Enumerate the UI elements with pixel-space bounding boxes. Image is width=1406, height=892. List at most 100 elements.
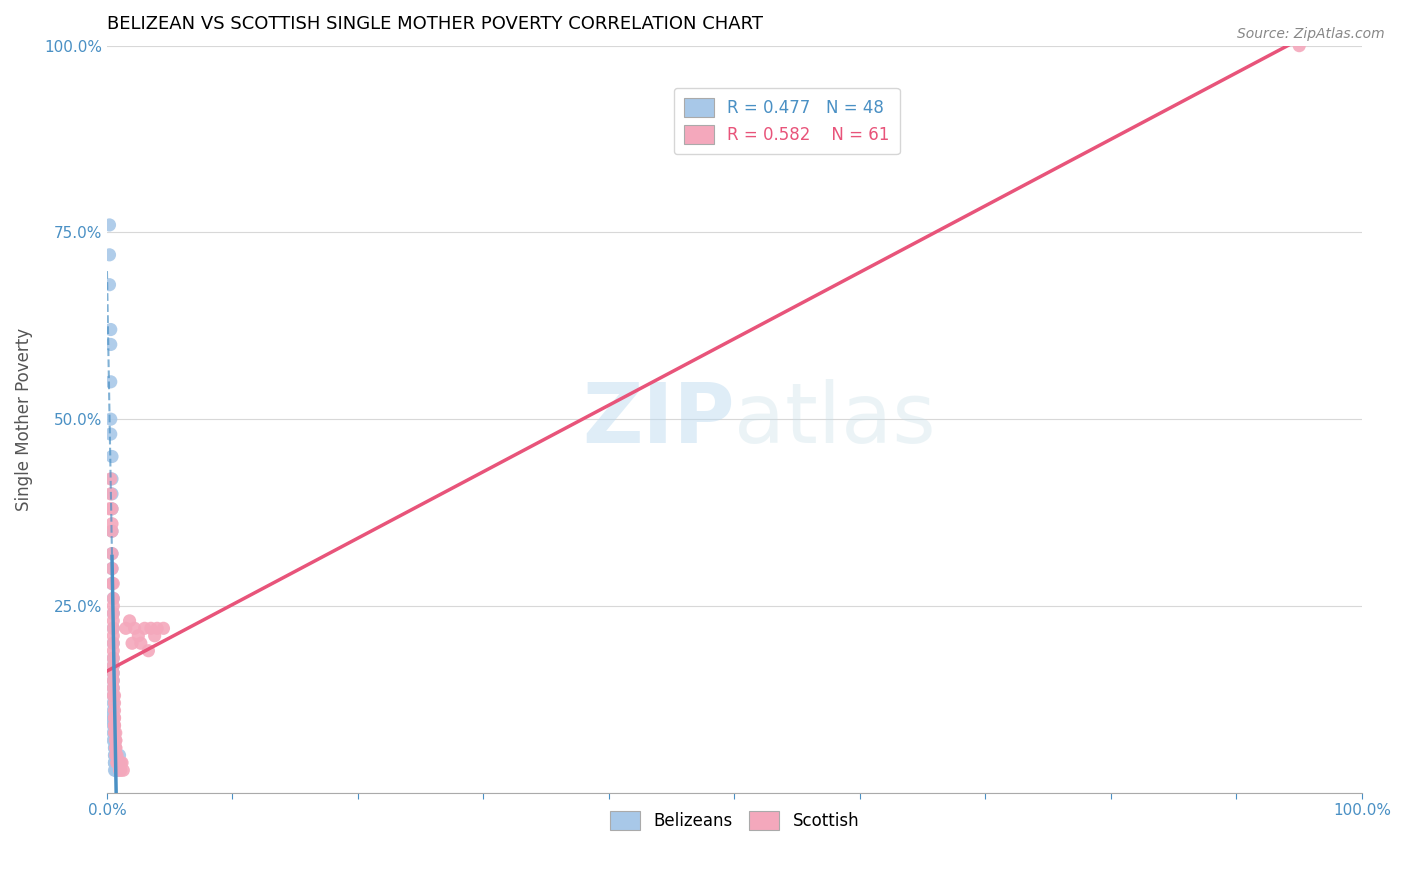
- Point: [101, 472, 124, 486]
- Point: [103, 748, 125, 763]
- Point: [105, 748, 128, 763]
- Point: [101, 516, 124, 531]
- Point: [103, 711, 125, 725]
- Point: [108, 748, 131, 763]
- Point: [103, 740, 125, 755]
- Point: [101, 501, 124, 516]
- Legend: Belizeans, Scottish: Belizeans, Scottish: [603, 804, 866, 837]
- Point: [108, 764, 131, 778]
- Point: [103, 711, 125, 725]
- Text: atlas: atlas: [734, 379, 936, 459]
- Point: [104, 748, 127, 763]
- Point: [110, 756, 132, 770]
- Point: [100, 487, 122, 501]
- Point: [103, 711, 125, 725]
- Point: [103, 636, 125, 650]
- Point: [103, 621, 125, 635]
- Point: [104, 726, 127, 740]
- Point: [129, 636, 152, 650]
- Point: [101, 547, 124, 561]
- Point: [98, 248, 121, 262]
- Point: [103, 607, 125, 621]
- Point: [146, 621, 169, 635]
- Point: [103, 740, 125, 755]
- Point: [103, 689, 125, 703]
- Point: [107, 756, 129, 770]
- Point: [103, 614, 125, 628]
- Point: [143, 629, 166, 643]
- Point: [121, 636, 143, 650]
- Point: [103, 718, 125, 732]
- Point: [105, 756, 128, 770]
- Point: [104, 764, 127, 778]
- Point: [152, 621, 174, 635]
- Point: [105, 756, 128, 770]
- Point: [101, 524, 124, 539]
- Point: [103, 689, 125, 703]
- Point: [103, 658, 125, 673]
- Point: [104, 764, 127, 778]
- Point: [100, 337, 122, 351]
- Point: [101, 561, 124, 575]
- Point: [111, 756, 134, 770]
- Point: [103, 696, 125, 710]
- Point: [103, 704, 125, 718]
- Point: [124, 621, 146, 635]
- Point: [98, 218, 121, 232]
- Point: [101, 487, 124, 501]
- Point: [103, 576, 125, 591]
- Point: [127, 629, 149, 643]
- Point: [138, 644, 160, 658]
- Point: [107, 756, 129, 770]
- Point: [100, 472, 122, 486]
- Point: [103, 748, 125, 763]
- Text: BELIZEAN VS SCOTTISH SINGLE MOTHER POVERTY CORRELATION CHART: BELIZEAN VS SCOTTISH SINGLE MOTHER POVER…: [107, 15, 763, 33]
- Point: [97, 711, 120, 725]
- Point: [103, 651, 125, 665]
- Point: [103, 733, 125, 747]
- Point: [108, 756, 131, 770]
- Point: [103, 651, 125, 665]
- Point: [103, 658, 125, 673]
- Point: [104, 764, 127, 778]
- Point: [112, 764, 135, 778]
- Point: [103, 704, 125, 718]
- Point: [103, 591, 125, 606]
- Point: [103, 718, 125, 732]
- Point: [103, 666, 125, 681]
- Point: [103, 673, 125, 688]
- Point: [103, 629, 125, 643]
- Point: [118, 614, 141, 628]
- Point: [103, 681, 125, 695]
- Point: [103, 756, 125, 770]
- Point: [101, 450, 124, 464]
- Point: [103, 673, 125, 688]
- Point: [103, 666, 125, 681]
- Point: [98, 277, 121, 292]
- Point: [139, 621, 162, 635]
- Text: Source: ZipAtlas.com: Source: ZipAtlas.com: [1237, 27, 1385, 41]
- Point: [101, 547, 124, 561]
- Point: [101, 501, 124, 516]
- Point: [104, 733, 127, 747]
- Point: [103, 636, 125, 650]
- Point: [100, 412, 122, 426]
- Point: [103, 591, 125, 606]
- Point: [103, 696, 125, 710]
- Point: [103, 756, 125, 770]
- Point: [103, 726, 125, 740]
- Point: [103, 726, 125, 740]
- Point: [100, 322, 122, 336]
- Point: [104, 740, 127, 755]
- Point: [103, 681, 125, 695]
- Point: [103, 607, 125, 621]
- Point: [98, 501, 121, 516]
- Point: [103, 733, 125, 747]
- Point: [103, 599, 125, 613]
- Text: ZIP: ZIP: [582, 379, 734, 459]
- Point: [103, 718, 125, 732]
- Point: [101, 576, 124, 591]
- Point: [114, 621, 136, 635]
- Point: [101, 561, 124, 575]
- Point: [110, 764, 132, 778]
